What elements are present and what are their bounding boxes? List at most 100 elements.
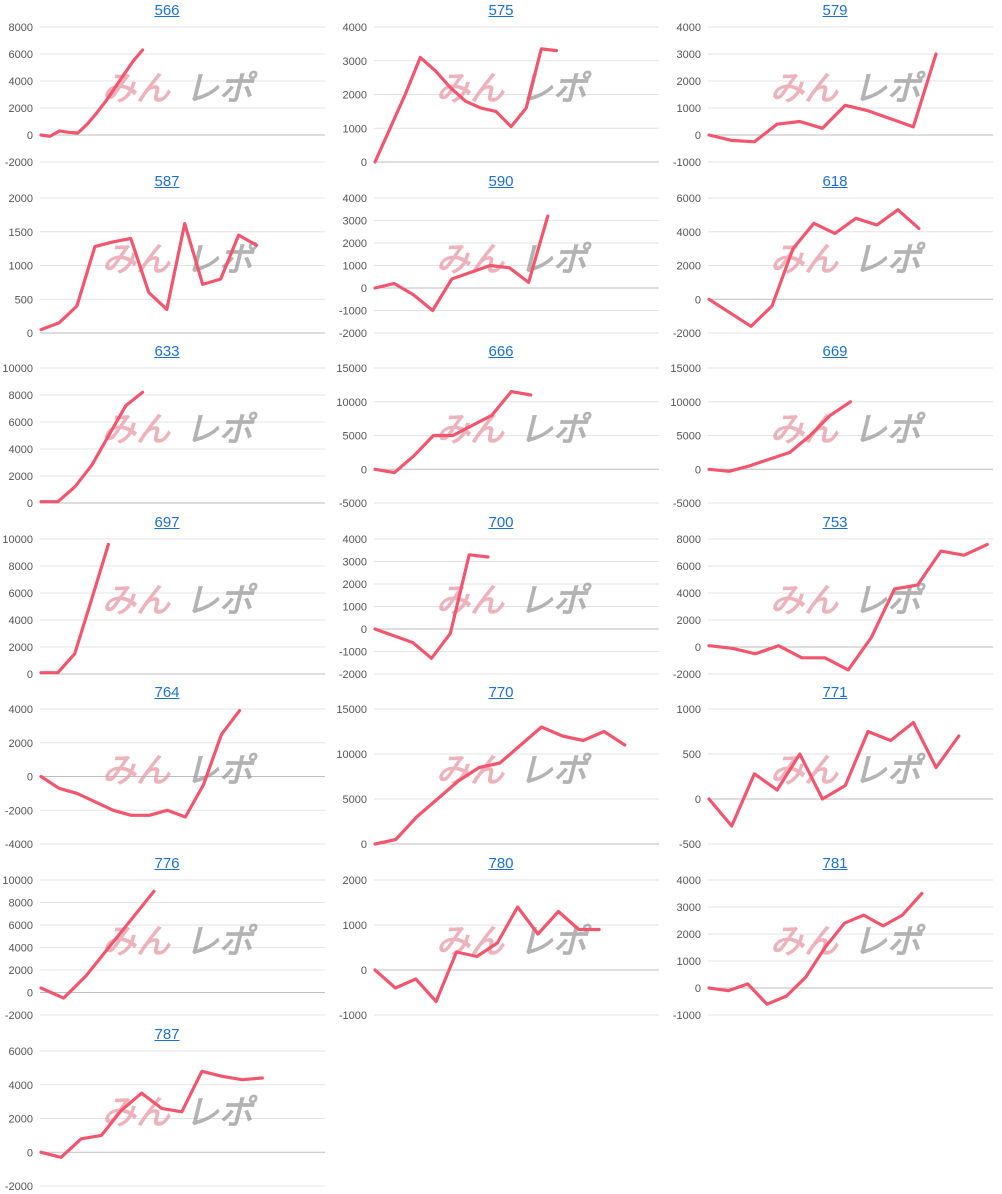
chart-panel: 666 15000 10000 5000 0 -5000 みん レポ [334, 341, 668, 511]
y-tick-label: -2000 [673, 669, 701, 681]
chart-title-link[interactable]: 781 [822, 855, 848, 872]
watermark-logo: みん レポ [436, 752, 592, 790]
y-tick-label: 3000 [677, 902, 701, 914]
chart-panel: 700 4000 3000 2000 1000 0 -1000 -2000 みん レポ [334, 512, 668, 682]
watermark-logo: みん レポ [102, 70, 258, 108]
y-tick-label: 4000 [343, 534, 367, 546]
y-tick-label: 6000 [9, 588, 33, 600]
y-tick-label: -2000 [5, 1010, 33, 1022]
y-tick-label: 6000 [677, 193, 701, 205]
chart-title-link[interactable]: 618 [822, 172, 848, 190]
chart-title-link[interactable]: 633 [154, 343, 180, 361]
y-tick-label: 10000 [336, 397, 367, 409]
line-chart: 10000 8000 6000 4000 2000 0 みん レポ [2, 534, 325, 681]
chart-panel: 753 8000 6000 4000 2000 0 -2000 みん レポ [668, 512, 1002, 682]
series-line [39, 390, 145, 504]
chart-title-link[interactable]: 771 [822, 684, 848, 702]
y-tick-label: 0 [361, 283, 367, 295]
chart-panel: 771 1000 500 0 -500 みん レポ [668, 682, 1002, 852]
y-tick-label: 4000 [677, 226, 701, 238]
chart-title-link[interactable]: 780 [488, 855, 514, 872]
chart-title-link[interactable]: 776 [154, 855, 180, 872]
y-tick-label: 8000 [9, 898, 33, 910]
watermark-logo: みん レポ [436, 411, 592, 449]
watermark-logo: みん レポ [770, 70, 926, 108]
y-tick-label: 2000 [9, 642, 33, 654]
y-tick-label: 10000 [2, 534, 33, 546]
watermark-logo: みん レポ [102, 411, 258, 449]
y-tick-label: 1000 [677, 956, 701, 968]
y-tick-label: -1000 [339, 305, 367, 317]
line-chart: 2000 1500 1000 500 0 みん レポ [9, 193, 325, 340]
y-tick-label: 2000 [9, 965, 33, 977]
series-line [373, 213, 550, 312]
watermark-text-pink: みん [770, 241, 839, 279]
watermark-text-gray: レポ [185, 923, 258, 961]
watermark-text-gray: レポ [519, 411, 592, 449]
y-tick-label: 0 [361, 157, 367, 169]
chart-panel: 776 10000 8000 6000 4000 2000 0 -2000 みん レポ [0, 853, 334, 1023]
chart-title-link[interactable]: 787 [154, 1025, 180, 1043]
chart-title-link[interactable]: 770 [488, 684, 514, 702]
watermark-text-pink: みん [436, 70, 505, 108]
y-tick-label: 4000 [9, 444, 33, 456]
y-tick-label: -5000 [339, 498, 367, 510]
y-tick-label: 4000 [343, 22, 367, 34]
y-tick-label: 10000 [2, 875, 33, 887]
y-tick-label: 1000 [343, 601, 367, 613]
chart-title-link[interactable]: 700 [488, 513, 514, 531]
chart-title-link[interactable]: 666 [488, 343, 514, 361]
watermark-text-gray: レポ [853, 70, 926, 108]
y-tick-label: -4000 [5, 839, 33, 851]
y-tick-label: 8000 [677, 534, 701, 546]
y-tick-label: 2000 [9, 738, 33, 750]
y-tick-label: -5000 [673, 498, 701, 510]
watermark-logo: みん レポ [102, 582, 258, 620]
watermark-text-pink: みん [770, 70, 839, 108]
y-tick-label: 0 [361, 965, 367, 977]
series-line [373, 905, 601, 1004]
chart-title-link[interactable]: 566 [154, 2, 180, 19]
y-tick-label: 5000 [343, 794, 367, 806]
y-tick-label: 4000 [9, 615, 33, 627]
chart-title-link[interactable]: 579 [822, 2, 848, 19]
chart-title-link[interactable]: 697 [154, 513, 180, 531]
chart-title-link[interactable]: 587 [154, 172, 180, 190]
watermark-text-gray: レポ [853, 411, 926, 449]
y-tick-label: 15000 [670, 363, 701, 375]
y-tick-label: 2000 [343, 875, 367, 887]
y-tick-label: 4000 [9, 704, 33, 716]
chart-title-link[interactable]: 753 [822, 513, 848, 531]
chart-title-link[interactable]: 764 [154, 684, 180, 702]
watermark-logo: みん レポ [436, 923, 592, 961]
watermark-text-gray: レポ [853, 923, 926, 961]
chart-panel: 590 4000 3000 2000 1000 0 -1000 -2000 みん レポ [334, 171, 668, 341]
line-chart: 4000 3000 2000 1000 0 -1000 みん レポ [673, 22, 993, 169]
watermark-text-gray: レポ [853, 241, 926, 279]
line-chart: 15000 10000 5000 0 みん レポ [336, 704, 659, 851]
watermark-logo: みん レポ [770, 752, 926, 790]
watermark-text-gray: レポ [519, 582, 592, 620]
watermark-text-pink: みん [436, 582, 505, 620]
line-chart: 10000 8000 6000 4000 2000 0 -2000 みん レポ [2, 875, 325, 1022]
y-tick-label: -1000 [339, 646, 367, 658]
chart-panel: 764 4000 2000 0 -2000 -4000 みん レポ [0, 682, 334, 852]
y-tick-label: 15000 [336, 363, 367, 375]
watermark-logo: みん レポ [102, 241, 258, 279]
y-tick-label: 2000 [343, 90, 367, 102]
watermark-logo: みん レポ [436, 582, 592, 620]
y-tick-label: -500 [679, 839, 701, 851]
y-tick-label: 6000 [9, 920, 33, 932]
y-tick-label: 6000 [677, 561, 701, 573]
watermark-text-pink: みん [102, 582, 171, 620]
chart-title-link[interactable]: 590 [488, 172, 514, 190]
chart-panel: 579 4000 3000 2000 1000 0 -1000 みん レポ [668, 0, 1002, 170]
y-tick-label: 1000 [9, 260, 33, 272]
y-tick-label: 0 [695, 464, 701, 476]
chart-title-link[interactable]: 669 [822, 343, 848, 361]
series-line [39, 1069, 264, 1159]
chart-title-link[interactable]: 575 [488, 2, 514, 19]
y-tick-label: 8000 [9, 390, 33, 402]
y-tick-label: 4000 [9, 76, 33, 88]
